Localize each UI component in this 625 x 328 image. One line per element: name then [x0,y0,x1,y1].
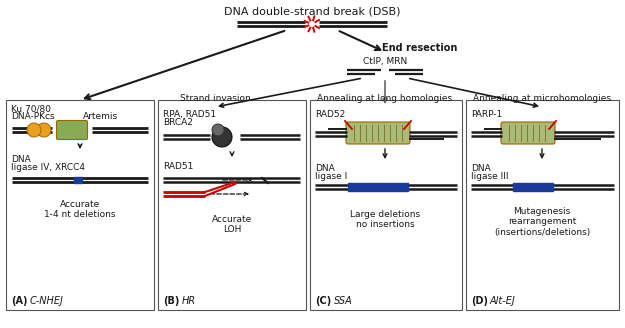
Bar [348,183,408,191]
Text: DNA: DNA [11,155,31,164]
Text: Alt-EJ: Alt-EJ [490,296,516,306]
Text: (B): (B) [163,296,179,306]
Text: Annealing at long homologies: Annealing at long homologies [318,94,452,103]
Text: Annealing at microhomologies: Annealing at microhomologies [473,94,611,103]
Bar [6,100,154,310]
FancyBboxPatch shape [56,120,88,139]
Bar [158,100,306,310]
Text: BRCA2: BRCA2 [163,118,193,127]
Text: Mutagenesis
rearrangement
(insertions/deletions): Mutagenesis rearrangement (insertions/de… [494,207,590,237]
Text: Accurate
1-4 nt deletions: Accurate 1-4 nt deletions [44,200,116,219]
Text: PARP-1: PARP-1 [471,110,502,119]
Text: RPA, RAD51: RPA, RAD51 [163,110,216,119]
Text: Accurate
LOH: Accurate LOH [212,215,252,235]
Circle shape [212,124,224,136]
Bar [74,177,82,183]
Text: DNA double-strand break (DSB): DNA double-strand break (DSB) [224,6,400,16]
Text: Strand invasion: Strand invasion [179,94,251,103]
Text: (A): (A) [11,296,28,306]
Text: ligase III: ligase III [471,172,509,181]
Bar [513,183,553,191]
Text: (D): (D) [471,296,488,306]
Text: Large deletions
no insertions: Large deletions no insertions [350,210,420,229]
Circle shape [27,123,41,137]
Text: DNA: DNA [471,164,491,173]
Text: End resection: End resection [382,43,458,53]
Text: SSA: SSA [334,296,352,306]
Text: DNA: DNA [315,164,335,173]
Text: Ku 70/80: Ku 70/80 [11,104,51,113]
Bar [466,100,619,310]
Text: ligase IV, XRCC4: ligase IV, XRCC4 [11,163,85,172]
Text: HR: HR [182,296,196,306]
Text: RAD52: RAD52 [315,110,345,119]
Text: CtIP, MRN: CtIP, MRN [363,57,407,66]
Text: (C): (C) [315,296,331,306]
FancyBboxPatch shape [501,122,555,144]
Text: C-NHEJ: C-NHEJ [30,296,64,306]
Text: ligase I: ligase I [315,172,348,181]
Circle shape [212,127,232,147]
Circle shape [37,123,51,137]
Bar [310,100,462,310]
Text: Artemis: Artemis [82,112,118,121]
Text: RAD51: RAD51 [163,162,193,171]
Text: DNA-PKcs: DNA-PKcs [11,112,54,121]
FancyBboxPatch shape [346,122,410,144]
